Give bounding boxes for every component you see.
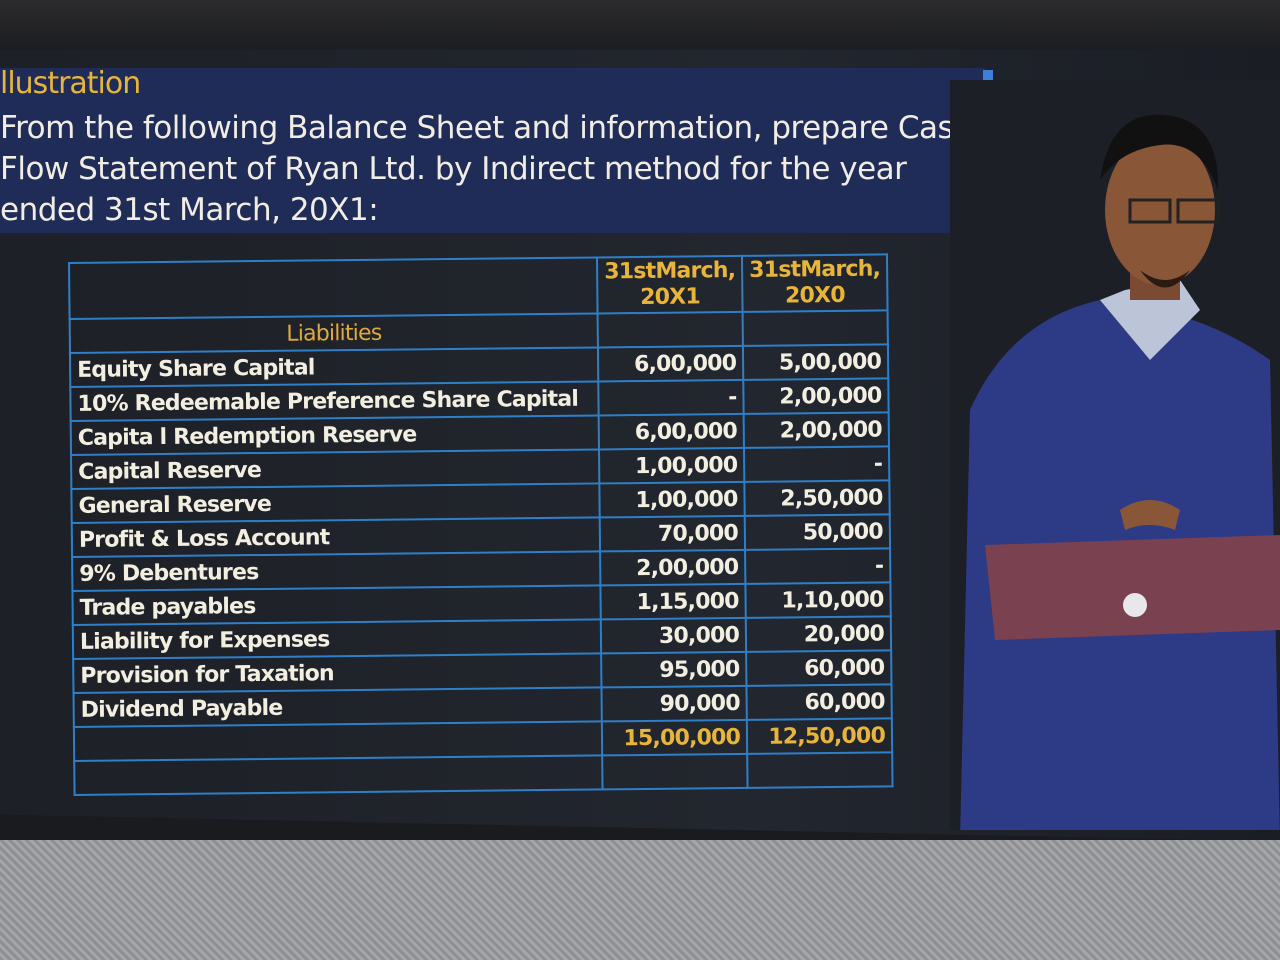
presenter-video xyxy=(950,80,1280,830)
value-20x0: 2,00,000 xyxy=(743,378,889,414)
row-label: General Reserve xyxy=(71,483,600,523)
value-20x0: 2,00,000 xyxy=(743,412,889,448)
value-20x1: 95,000 xyxy=(601,651,747,688)
table-header-row: 31stMarch, 20X1 31stMarch, 20X0 xyxy=(69,254,888,319)
value-20x1: 2,00,000 xyxy=(600,549,746,586)
row-label: Dividend Payable xyxy=(73,687,603,727)
value-20x0: 20,000 xyxy=(745,616,892,652)
row-label: Profit & Loss Account xyxy=(71,517,601,557)
laptop-lid xyxy=(985,535,1280,640)
value-20x1: 70,000 xyxy=(599,515,746,552)
desk-surface xyxy=(0,840,1280,960)
empty-row xyxy=(74,752,893,795)
value-20x0: 2,50,000 xyxy=(744,480,890,516)
slide-heading: llustration xyxy=(0,66,141,101)
total-20x1: 15,00,000 xyxy=(602,719,748,756)
value-20x1: 1,00,000 xyxy=(599,447,745,484)
row-label: Provision for Taxation xyxy=(73,653,602,693)
hair xyxy=(1100,114,1219,190)
empty-cell xyxy=(747,752,893,788)
row-label: 9% Debentures xyxy=(72,551,601,591)
row-label: Liability for Expenses xyxy=(72,619,602,659)
value-20x0: 60,000 xyxy=(746,650,892,686)
value-20x0: 5,00,000 xyxy=(743,344,889,380)
glasses-right xyxy=(1176,198,1220,224)
value-20x1: 1,00,000 xyxy=(599,481,745,518)
value-20x1: - xyxy=(598,379,744,416)
monitor-bezel-top xyxy=(0,0,1280,55)
slide-banner xyxy=(0,68,985,233)
total-20x0: 12,50,000 xyxy=(746,718,893,754)
header-label-cell xyxy=(69,257,598,319)
balance-sheet-table: 31stMarch, 20X1 31stMarch, 20X0 Liabilit… xyxy=(68,253,894,796)
beard xyxy=(1140,270,1190,288)
row-label: Trade payables xyxy=(72,585,601,625)
empty-cell xyxy=(74,755,603,795)
value-20x0: 60,000 xyxy=(746,684,892,720)
value-20x1: 30,000 xyxy=(600,617,747,654)
empty-cell xyxy=(597,311,744,348)
value-20x0: - xyxy=(745,548,891,584)
face xyxy=(1105,135,1215,285)
row-label: 10% Redeemable Preference Share Capital xyxy=(70,381,599,421)
value-20x1: 90,000 xyxy=(601,685,747,722)
row-label: Capita l Redemption Reserve xyxy=(70,415,600,455)
value-20x0: 1,10,000 xyxy=(745,582,891,618)
row-label: Equity Share Capital xyxy=(69,347,599,387)
header-20x1: 31stMarch, 20X1 xyxy=(597,255,743,314)
glasses-left xyxy=(1128,198,1172,224)
value-20x0: - xyxy=(744,446,890,482)
empty-cell xyxy=(602,753,748,790)
row-label: Capital Reserve xyxy=(71,449,600,489)
empty-cell xyxy=(742,310,888,346)
value-20x1: 6,00,000 xyxy=(598,345,744,382)
apple-logo-icon xyxy=(1123,593,1147,617)
header-20x0: 31stMarch, 20X0 xyxy=(742,254,888,312)
hands xyxy=(1120,500,1180,530)
value-20x0: 50,000 xyxy=(744,514,891,550)
total-label-cell xyxy=(73,721,603,761)
section-liabilities: Liabilities xyxy=(69,313,599,353)
slide-intro-text: From the following Balance Sheet and inf… xyxy=(0,110,973,228)
value-20x1: 6,00,000 xyxy=(598,413,745,450)
value-20x1: 1,15,000 xyxy=(600,583,746,620)
